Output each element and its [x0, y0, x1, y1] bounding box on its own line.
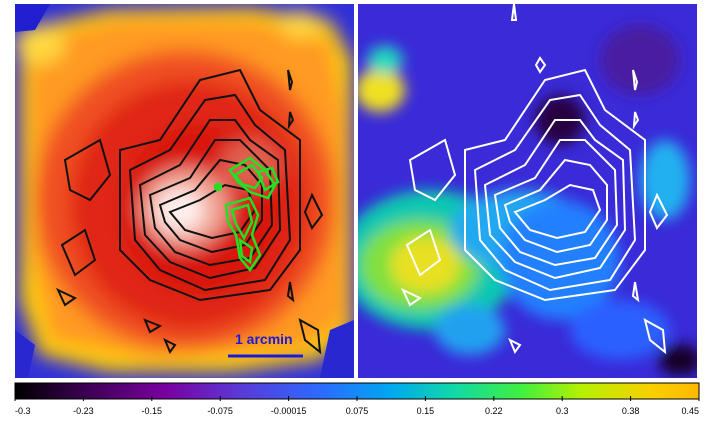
right-contours [400, 4, 669, 355]
colorbar-ticks: -0.3 -0.23 -0.15 -0.075 -0.00015 0.075 0.15 0.2… [14, 396, 700, 416]
colorbar-tick-label: -0.15 [142, 406, 163, 416]
colorbar-tick-label: 0.075 [346, 406, 369, 416]
scale-bar-label: 1 arcmin [235, 331, 293, 347]
colorbar-tick-label: 0.3 [556, 406, 569, 416]
colorbar-tick-label: -0.00015 [271, 406, 307, 416]
left-corner-blue-bottom-right [320, 320, 354, 378]
right-panel [358, 4, 697, 378]
panel-divider [354, 4, 358, 378]
left-corner-blue-bottom-left [15, 330, 35, 378]
left-corner-blue-top [15, 4, 50, 32]
colorbar-tick-label: -0.075 [207, 406, 233, 416]
colorbar-tick-label: 0.15 [417, 406, 435, 416]
colorbar-tick-label: 0.45 [681, 406, 699, 416]
left-heatmap [15, 8, 352, 372]
colorbar: -0.3 -0.23 -0.15 -0.075 -0.00015 0.075 0.15 0.2… [14, 382, 700, 416]
colorbar-tick-label: -0.23 [73, 406, 94, 416]
colorbar-tick-label: 0.38 [622, 406, 640, 416]
colorbar-tick-label: -0.3 [15, 406, 31, 416]
left-panel [15, 4, 354, 378]
scale-bar: 1 arcmin [228, 331, 303, 358]
colorbar-tick-label: 0.22 [485, 406, 503, 416]
left-green-overlay [213, 156, 280, 273]
